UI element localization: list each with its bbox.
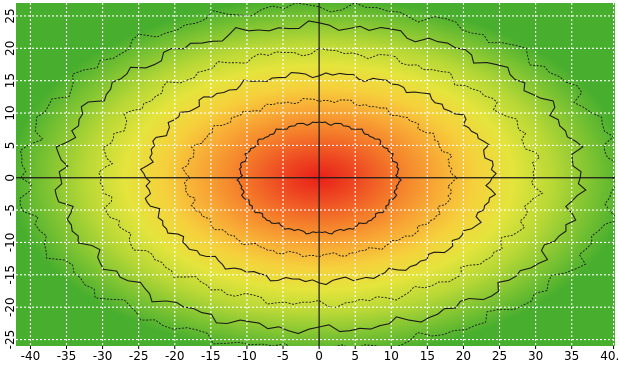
x-tick-label-1: -35 [57,349,77,363]
x-tick-label-11: 15 [420,349,435,363]
y-tick-label-10: -25 [3,330,17,350]
x-tick-label-16: 40.8 [600,349,619,363]
y-tick-label-5: 0 [3,174,17,182]
y-tick-label-9: -20 [3,297,17,317]
x-tick-label-8: 0 [315,349,323,363]
x-tick-label-4: -20 [165,349,185,363]
x-tick-label-12: 20 [456,349,471,363]
y-axis: 25 20 15 10 5 0 -5 -10 -15 -20 -25 [3,8,17,349]
x-tick-label-7: -5 [277,349,289,363]
y-tick-label-1: 20 [3,41,17,56]
x-axis: -40 -35 -30 -25 -20 -15 -10 -5 0 5 10 15 20 25 30 35 40.… [21,346,619,363]
x-tick-label-5: -15 [201,349,221,363]
y-tick-label-8: -15 [3,265,17,285]
x-tick-label-3: -25 [129,349,149,363]
y-tick-label-3: 10 [3,105,17,120]
y-tick-label-4: 5 [3,142,17,150]
x-tick-label-10: 10 [384,349,399,363]
y-tick-label-2: 15 [3,73,17,88]
y-tick-label-0: 25 [3,8,17,23]
x-tick-label-15: 35 [564,349,579,363]
x-tick-label-2: -30 [93,349,113,363]
y-tick-label-7: -10 [3,233,17,253]
plot-area [16,3,615,346]
grid-lines [16,3,615,346]
x-tick-label-9: 5 [351,349,359,363]
x-tick-label-6: -10 [237,349,257,363]
x-tick-label-0: -40 [21,349,41,363]
y-tick-label-6: -5 [3,204,17,216]
x-tick-label-14: 30 [528,349,543,363]
x-tick-label-13: 25 [492,349,507,363]
heat-field [16,3,615,346]
crosshair-lines [16,3,615,346]
